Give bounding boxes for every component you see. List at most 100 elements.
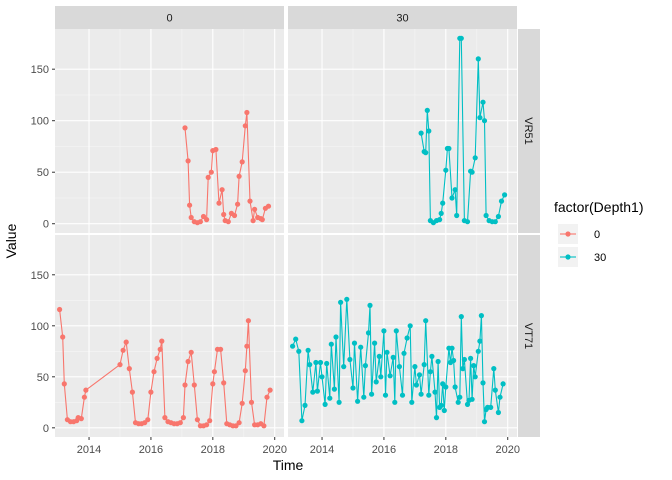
data-point — [333, 334, 339, 340]
data-point — [248, 399, 255, 405]
data-point — [120, 347, 126, 353]
y-tick-label: 100 — [31, 116, 49, 128]
data-point — [432, 389, 438, 395]
data-point — [264, 394, 270, 400]
facet-label-column: 30 — [396, 13, 408, 25]
data-point — [310, 389, 316, 395]
data-point — [180, 415, 186, 421]
data-point — [458, 314, 464, 320]
panel-background — [55, 235, 284, 437]
legend-key-point — [565, 231, 571, 237]
data-point — [382, 392, 389, 398]
legend-key-point — [565, 254, 571, 260]
legend-label: 30 — [594, 252, 606, 264]
x-tick-label: 2014 — [310, 444, 334, 456]
data-point — [265, 203, 272, 209]
data-point — [145, 417, 151, 423]
data-point — [369, 391, 375, 397]
strips-layer: 0 30 VR51 VT71 — [55, 6, 540, 437]
x-axis-title: Time — [273, 457, 304, 473]
x-tick-label: 2016 — [372, 444, 396, 456]
data-point — [327, 395, 333, 401]
data-point — [205, 174, 211, 180]
data-point — [483, 212, 489, 219]
data-point — [296, 348, 302, 354]
data-point — [449, 345, 455, 351]
data-point — [236, 173, 242, 179]
panel-background — [55, 29, 284, 233]
data-point — [365, 330, 372, 336]
data-point — [358, 344, 364, 350]
data-point — [242, 123, 248, 129]
data-point — [381, 328, 387, 334]
data-point — [159, 338, 165, 344]
data-point — [191, 382, 197, 388]
data-point — [423, 318, 429, 324]
data-point — [376, 353, 382, 359]
data-point — [218, 346, 224, 352]
data-point — [336, 399, 342, 405]
series-30-VR51 — [418, 35, 508, 226]
data-point — [187, 202, 193, 208]
y-tick-label: 100 — [31, 321, 49, 333]
data-point — [446, 145, 452, 152]
data-point — [495, 213, 501, 220]
data-point — [393, 328, 399, 334]
data-point — [477, 115, 483, 121]
data-point — [472, 155, 478, 161]
data-point — [245, 318, 251, 324]
data-point — [472, 374, 478, 380]
data-point — [464, 219, 471, 225]
data-point — [148, 389, 154, 395]
data-point — [435, 358, 441, 365]
data-point — [162, 415, 168, 421]
data-point — [239, 159, 245, 165]
data-point — [492, 219, 498, 225]
data-point — [81, 394, 87, 400]
data-point — [392, 399, 398, 405]
data-point — [317, 359, 324, 366]
data-point — [457, 394, 463, 400]
data-point — [78, 416, 84, 422]
data-point — [151, 369, 157, 375]
data-point — [469, 396, 475, 402]
data-point — [236, 420, 242, 426]
data-point — [421, 362, 427, 368]
data-point — [427, 369, 433, 375]
y-tick-label: 50 — [37, 167, 49, 179]
data-point — [182, 125, 188, 131]
data-point — [216, 200, 222, 206]
x-tick-label: 2018 — [434, 444, 458, 456]
data-point — [424, 107, 430, 113]
x-tick-label: 2016 — [139, 444, 163, 456]
data-point — [231, 212, 238, 219]
data-point — [307, 362, 313, 368]
data-point — [157, 346, 163, 352]
data-point — [441, 407, 447, 414]
y-axis-title: Value — [3, 223, 19, 258]
legend-entries: 0 30 — [558, 224, 606, 267]
data-point — [390, 354, 396, 360]
data-point — [367, 302, 373, 308]
data-point — [438, 402, 444, 408]
data-point — [495, 409, 501, 416]
data-point — [418, 391, 424, 397]
data-point — [461, 356, 467, 363]
data-point — [341, 364, 347, 370]
data-point — [182, 382, 188, 388]
data-point — [438, 210, 444, 216]
data-point — [468, 355, 474, 361]
x-tick-label: 2020 — [495, 444, 519, 456]
data-point — [502, 192, 508, 198]
data-point — [475, 56, 481, 62]
data-point — [219, 187, 225, 193]
data-point — [378, 374, 384, 380]
data-point — [117, 362, 123, 368]
data-point — [481, 118, 488, 124]
data-point — [413, 382, 419, 388]
data-point — [293, 336, 299, 342]
data-point — [498, 198, 505, 204]
legend-entry: 30 — [558, 247, 606, 267]
data-point — [361, 394, 367, 400]
